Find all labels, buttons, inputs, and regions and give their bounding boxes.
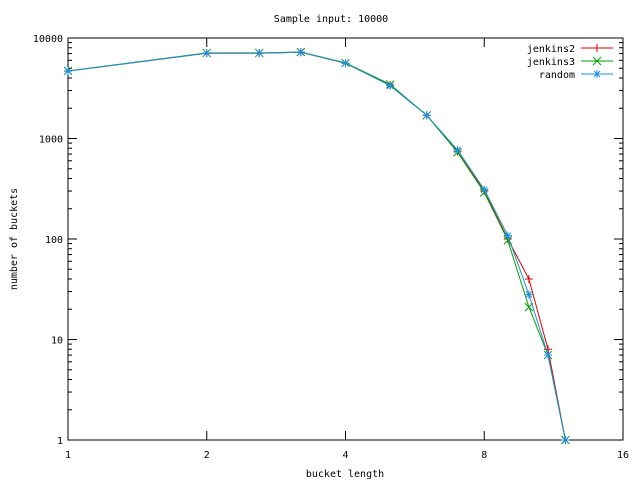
chart-title: Sample input: 10000: [274, 14, 388, 25]
axes: 1 10 100 1000 10000 1 2 4 8 16: [33, 34, 629, 461]
legend: jenkins2 jenkins3 random: [527, 44, 613, 81]
legend-entry: jenkins3: [527, 56, 613, 68]
legend-entry: jenkins2: [527, 44, 613, 55]
y-tick-label: 100: [45, 235, 63, 246]
data-point: [64, 67, 72, 76]
data-point: [386, 81, 395, 90]
legend-marker: [593, 70, 601, 78]
legend-entry: random: [539, 70, 613, 81]
x-axis-label: bucket length: [306, 469, 384, 480]
series-random: [64, 48, 570, 444]
legend-label: random: [539, 70, 575, 81]
series-layer: [63, 47, 570, 445]
data-point: [503, 231, 512, 240]
data-point: [524, 274, 533, 283]
x-tick-label: 2: [204, 450, 210, 461]
data-point: [453, 145, 462, 154]
data-point: [480, 185, 489, 194]
y-tick-label: 10: [51, 336, 63, 347]
series-line: [67, 51, 566, 441]
series-jenkins3: [63, 47, 570, 445]
x-tick-label: 1: [65, 450, 71, 461]
x-tick-label: 16: [617, 450, 629, 461]
data-point: [296, 48, 305, 57]
y-axis-label: number of buckets: [9, 188, 20, 290]
data-point: [561, 436, 570, 444]
legend-marker: [593, 44, 601, 52]
data-point: [543, 351, 552, 360]
y-tick-label: 1000: [39, 135, 63, 146]
data-point: [341, 59, 350, 68]
plot-frame: [67, 37, 624, 441]
series-line: [67, 51, 566, 441]
y-tick-label: 1: [57, 436, 63, 447]
series-jenkins2: [64, 48, 570, 444]
legend-marker: [592, 56, 602, 66]
series-line: [67, 51, 566, 441]
y-tick-label: 10000: [33, 34, 63, 45]
data-point: [524, 290, 533, 299]
x-tick-label: 8: [481, 450, 487, 461]
data-point: [202, 49, 211, 58]
legend-label: jenkins3: [527, 57, 575, 68]
data-point: [422, 111, 431, 120]
legend-label: jenkins2: [527, 44, 575, 55]
data-point: [255, 49, 264, 58]
x-tick-label: 4: [342, 450, 348, 461]
